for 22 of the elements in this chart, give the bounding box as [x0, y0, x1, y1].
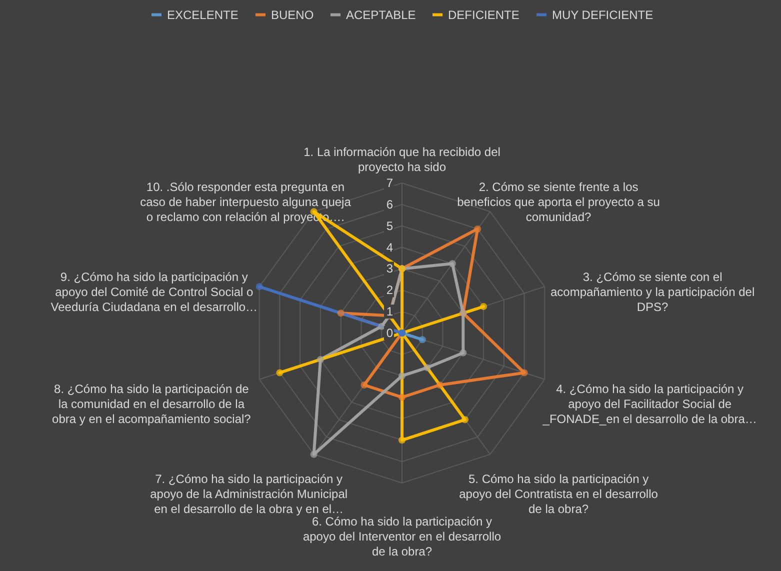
y-tick-label: 6	[386, 197, 394, 212]
y-tick-label: 5	[386, 218, 394, 233]
y-tick-label: 3	[386, 262, 394, 276]
spoke-label: 1. La información que ha recibido del proyecto ha sido	[304, 145, 500, 174]
legend-label: MUY DEFICIENTE	[552, 8, 654, 22]
y-tick-label: 1	[386, 304, 394, 319]
spoke-label: 6. Cómo ha sido la participación y apoyo del Interventor en el desarrollo de la obra?	[302, 514, 502, 558]
legend-label: EXCELENTE	[167, 8, 238, 22]
spoke-label: 3. ¿Cómo se siente con el acompañamiento y la participación del DPS?	[550, 270, 755, 314]
legend-label: DEFICIENTE	[448, 8, 520, 22]
spoke-label: 2. Cómo se siente frente a los beneficios que aporta el proyecto a su comunidad?	[457, 180, 660, 224]
y-tick-label: 0	[386, 326, 394, 340]
y-tick-label: 4	[386, 240, 394, 254]
spoke-label: 9. ¿Cómo ha sido la participación y apoyo del Comité de Control Social o Veeduría Ciudadana en el desarrollo…	[50, 270, 258, 314]
y-tick-label: 7	[386, 176, 394, 190]
legend-label: ACEPTABLE	[346, 8, 416, 22]
spoke-label: 5. Cómo ha sido la participación y apoyo del Contratista en el desarrollo de la obra?	[459, 472, 658, 516]
spoke-label: 7. ¿Cómo ha sido la participación y apoyo de la Administración Municipal en el desarrollo de la obra y en el…	[150, 472, 348, 516]
legend-label: BUENO	[271, 8, 314, 22]
y-tick-label: 2	[386, 283, 394, 298]
spoke-label: 8. ¿Cómo ha sido la participación de la comunidad en el desarrollo de la obra y en el acompañamiento social?	[52, 382, 252, 426]
spoke-label: 4. ¿Cómo ha sido la participación y apoyo del Facilitador Social de _FONADE_en el desarrollo de la obra…	[542, 382, 757, 426]
